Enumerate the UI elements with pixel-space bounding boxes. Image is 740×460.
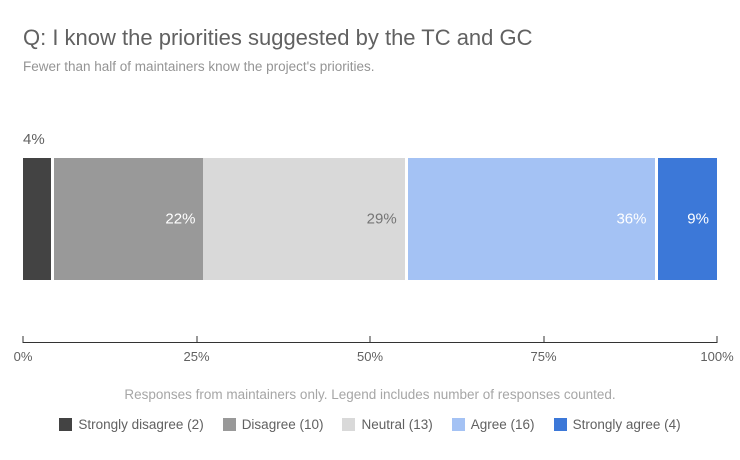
legend-item-strongly-agree: Strongly agree (4): [553, 417, 681, 432]
legend-swatch-icon: [222, 418, 236, 431]
bar-segment-neutral[interactable]: 29%: [203, 158, 405, 280]
bar-segment-value-label: 29%: [366, 210, 397, 228]
bar-segment-disagree[interactable]: 22%: [50, 158, 204, 280]
bar-label-outside: 4%: [23, 131, 45, 148]
bar-segment-value-label: 22%: [165, 210, 196, 228]
x-axis-tick: [543, 336, 544, 343]
legend-swatch-icon: [342, 418, 356, 431]
legend-label: Agree (16): [470, 417, 535, 432]
legend-swatch-icon: [451, 418, 465, 431]
x-axis-tick-label: 75%: [530, 349, 557, 364]
legend: Strongly disagree (2) Disagree (10) Neutra…: [0, 417, 740, 432]
legend-label: Strongly disagree (2): [78, 417, 204, 432]
legend-item-disagree: Disagree (10): [222, 417, 324, 432]
chart-title: Q: I know the priorities suggested by th…: [23, 25, 533, 50]
legend-label: Strongly agree (4): [572, 417, 681, 432]
legend-swatch-icon: [59, 418, 73, 431]
bar-segment-value-label: 9%: [687, 210, 709, 228]
x-axis-tick: [22, 336, 24, 343]
chart-subtitle: Fewer than half of maintainers know the …: [23, 59, 375, 74]
legend-label: Disagree (10): [241, 417, 324, 432]
stacked-bar: 22% 29% 36% 9%: [23, 158, 717, 280]
x-axis-tick: [369, 336, 371, 343]
x-axis-tick-label: 50%: [356, 349, 384, 364]
x-axis-tick-label: 0%: [13, 349, 33, 364]
x-axis-tick-label: 25%: [183, 349, 210, 364]
legend-label: Neutral (13): [361, 417, 433, 432]
bar-segment-strongly-agree[interactable]: 9%: [654, 158, 717, 280]
chart-footnote: Responses from maintainers only. Legend …: [124, 387, 616, 402]
legend-swatch-icon: [553, 418, 567, 431]
x-axis-line: [23, 342, 717, 343]
x-axis-tick: [196, 336, 197, 343]
bar-segment-value-label: 36%: [616, 210, 647, 228]
x-axis-tick-label: 100%: [700, 349, 734, 364]
bar-segment-agree[interactable]: 36%: [404, 158, 655, 280]
x-axis-tick: [716, 336, 718, 343]
legend-item-agree: Agree (16): [451, 417, 535, 432]
legend-item-neutral: Neutral (13): [342, 417, 433, 432]
legend-item-strongly-disagree: Strongly disagree (2): [59, 417, 204, 432]
bar-segment-strongly-disagree[interactable]: [23, 158, 51, 280]
